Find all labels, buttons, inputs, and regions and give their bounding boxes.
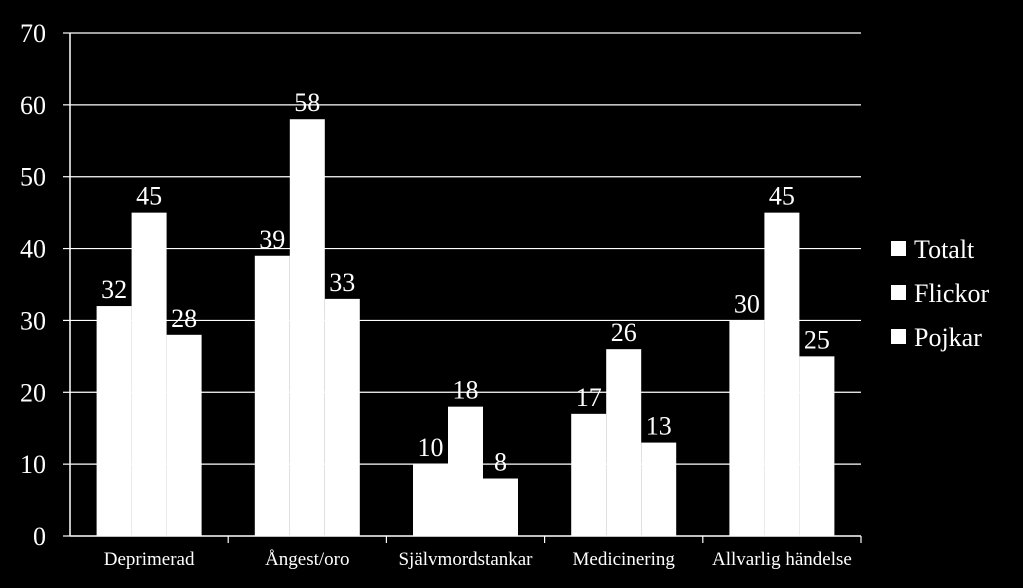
data-label-4-1: 45 (769, 182, 795, 211)
x-category-label-2: Självmordstankar (398, 549, 533, 570)
bar-3-0 (571, 413, 607, 536)
legend-label-1: Flickor (914, 279, 989, 308)
y-tick-label-40: 40 (20, 235, 46, 264)
legend-swatch-2 (891, 329, 906, 344)
data-label-0-1: 45 (136, 182, 162, 211)
data-label-4-0: 30 (734, 289, 760, 318)
y-tick-label-50: 50 (20, 163, 46, 192)
bar-4-2 (799, 356, 835, 536)
y-tick-label-60: 60 (20, 91, 46, 120)
data-label-2-0: 10 (418, 433, 444, 462)
bar-0-1 (131, 212, 167, 536)
data-label-4-2: 25 (804, 325, 830, 354)
bar-2-2 (483, 478, 518, 536)
y-tick-label-30: 30 (20, 306, 46, 335)
legend-swatch-1 (891, 285, 906, 300)
bar-3-1 (606, 349, 642, 536)
gridlines (70, 32, 861, 465)
data-label-1-0: 39 (259, 225, 285, 254)
y-tick-label-70: 70 (20, 19, 46, 48)
bar-1-2 (324, 298, 360, 536)
y-tick-label-0: 0 (33, 522, 46, 551)
x-axis-category-labels: Deprimerad Ångest/oro Självmordstankar Medi… (104, 549, 852, 570)
bar-4-0 (729, 320, 765, 536)
legend-swatch-0 (891, 241, 906, 256)
x-category-label-4: Allvarlig händelse (712, 549, 852, 570)
data-label-0-0: 32 (101, 275, 127, 304)
data-labels: 32 45 28 39 58 33 10 18 8 17 26 13 30 45 25 (101, 88, 830, 476)
axes (63, 32, 862, 543)
x-category-label-0: Deprimerad (104, 549, 195, 570)
data-label-2-1: 18 (453, 376, 479, 405)
data-label-3-2: 13 (646, 412, 672, 441)
data-label-1-2: 33 (329, 268, 355, 297)
data-label-3-0: 17 (576, 383, 602, 412)
data-label-3-1: 26 (611, 318, 637, 347)
bar-2-1 (448, 406, 483, 536)
bar-1-1 (289, 119, 325, 536)
x-category-label-1: Ångest/oro (265, 549, 349, 570)
bar-1-0 (254, 255, 290, 536)
legend: Totalt Flickor Pojkar (891, 235, 989, 352)
legend-label-0: Totalt (914, 235, 975, 264)
bar-4-1 (764, 212, 800, 536)
legend-label-2: Pojkar (914, 323, 982, 352)
data-label-2-2: 8 (494, 448, 507, 477)
data-label-1-1: 58 (294, 88, 320, 117)
bar-0-0 (96, 306, 132, 536)
bar-3-2 (641, 442, 677, 536)
y-tick-label-10: 10 (20, 450, 46, 479)
x-category-label-3: Medicinering (573, 549, 676, 570)
y-axis-tick-labels: 0 10 20 30 40 50 60 70 (20, 19, 46, 551)
bar-0-2 (166, 334, 202, 536)
bars (96, 119, 835, 536)
y-tick-label-20: 20 (20, 378, 46, 407)
data-label-0-2: 28 (171, 304, 197, 333)
bar-2-0 (413, 464, 448, 536)
